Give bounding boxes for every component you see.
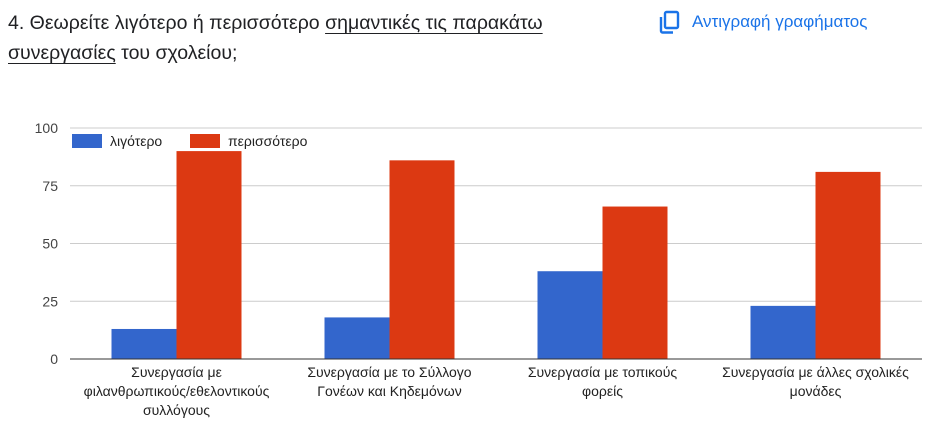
y-tick-label: 75 [42,178,58,194]
question-underlined-text: σημαντικές τις παρακάτω συνεργασίες [8,12,543,64]
bar-series-2 [176,151,242,359]
bar-series-2 [389,160,455,359]
bar-series-1 [111,328,177,359]
legend-label: περισσότερο [228,133,308,149]
y-tick-label: 0 [50,351,58,367]
copy-chart-label: Αντιγραφή γραφήματος [692,12,868,31]
y-tick-label: 25 [42,293,58,309]
question-suffix: του σχολείου; [115,42,238,64]
x-category-label: Συνεργασία με άλλες σχολικές [722,364,909,380]
x-category-label: Συνεργασία με το Σύλλογο [307,364,471,380]
bar-series-2 [815,171,881,359]
y-tick-label: 50 [42,236,58,252]
copy-chart-button[interactable]: Αντιγραφή γραφήματος [658,6,867,38]
legend-label: λιγότερο [110,133,162,149]
x-category-label: φορείς [582,383,623,399]
x-category-label: φιλανθρωπικούς/εθελοντικούς [84,383,270,399]
bar-series-1 [324,317,390,359]
x-category-label: Συνεργασία με τοπικούς [528,364,678,380]
copy-icon [658,10,680,34]
question-text: 4. Θεωρείτε λιγότερο ή περισσότερο [8,12,326,34]
bar-series-2 [602,206,668,359]
x-category-label: συλλόγους [143,402,210,418]
legend-swatch [190,134,220,148]
bar-series-1 [750,305,816,359]
question-title: 4. Θεωρείτε λιγότερο ή περισσότερο σημαν… [8,8,618,68]
x-category-label: Συνεργασία με [131,364,222,380]
x-category-label: Γονέων και Κηδεμόνων [317,383,461,399]
y-tick-label: 100 [35,120,59,136]
bar-series-1 [537,271,603,359]
legend-swatch [72,134,102,148]
x-category-label: μονάδες [790,383,842,399]
